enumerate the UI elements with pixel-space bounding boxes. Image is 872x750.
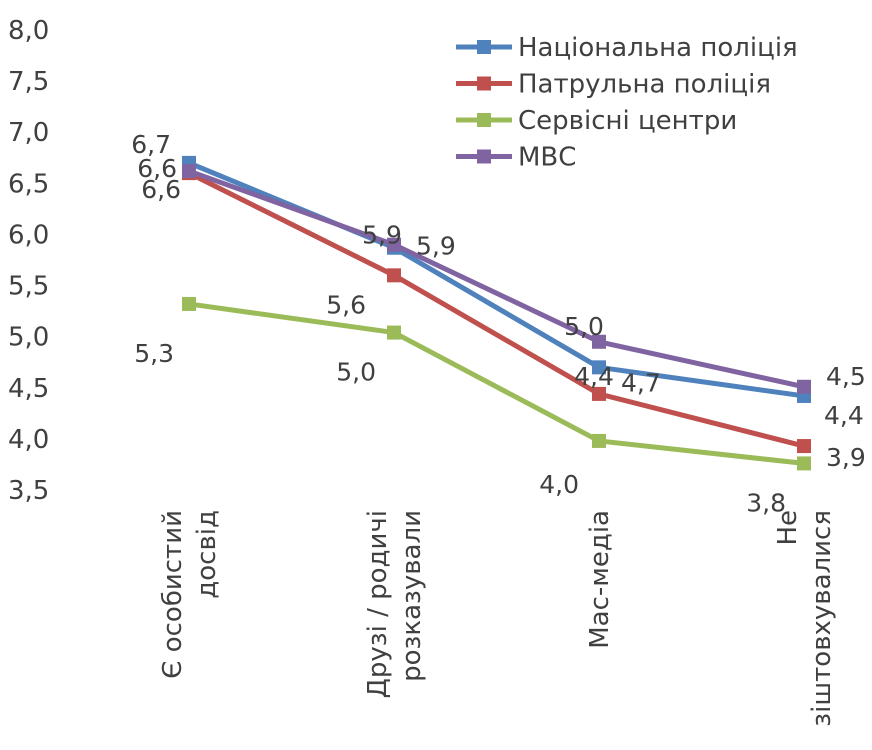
data-point	[592, 360, 606, 375]
series-lines	[182, 155, 811, 471]
data-point	[592, 334, 606, 349]
data-label: 4,7	[621, 368, 661, 397]
x-category-label: Не зіштовхувалися	[773, 510, 837, 727]
legend: Національна поліція Патрульна поліція Серв…	[456, 33, 798, 173]
y-tick-label: 4,5	[8, 374, 49, 404]
data-point	[387, 237, 401, 252]
y-tick-label: 8,0	[8, 16, 49, 46]
data-label: 5,9	[362, 221, 402, 250]
y-tick-label: 6,0	[8, 220, 49, 250]
data-point	[797, 379, 811, 394]
x-category-label-line: зіштовхувалися	[807, 510, 837, 727]
y-tick-label: 6,5	[8, 169, 49, 199]
x-category-label-line: розказували	[397, 510, 427, 682]
x-category-label: Є особистий досвід	[158, 510, 222, 679]
data-point	[182, 164, 196, 179]
data-label: 5,6	[326, 290, 366, 319]
data-labels: 6,75,94,74,46,65,64,43,95,35,04,03,86,65…	[131, 130, 866, 518]
legend-label: МВС	[518, 143, 576, 173]
y-tick-label: 7,5	[8, 67, 49, 97]
data-label: 4,4	[824, 401, 864, 430]
x-category-label-line: Друзі / родичі	[363, 510, 393, 698]
y-axis: 8,0 7,5 7,0 6,5 6,0 5,5 5,0 4,5 4,0 3,5	[8, 16, 49, 506]
y-tick-label: 3,5	[8, 476, 49, 506]
y-tick-label: 4,0	[8, 425, 49, 455]
data-label: 4,5	[826, 362, 866, 391]
data-label: 6,6	[137, 154, 177, 183]
legend-label: Патрульна поліція	[518, 70, 771, 100]
legend-item: МВС	[456, 143, 576, 173]
data-point	[592, 386, 606, 401]
data-label: 3,8	[746, 488, 786, 517]
data-label: 5,3	[134, 339, 174, 368]
data-point	[797, 456, 811, 471]
x-category-label-line: Є особистий	[158, 510, 188, 679]
y-tick-label: 5,0	[8, 323, 49, 353]
legend-marker	[477, 149, 491, 164]
data-point	[182, 296, 196, 311]
data-point	[797, 439, 811, 454]
legend-marker	[477, 113, 491, 127]
data-label: 4,0	[539, 470, 579, 499]
x-category-label-line: Мас-медіа	[585, 510, 615, 649]
x-category-label: Друзі / родичі розказували	[363, 510, 427, 698]
data-label: 5,0	[564, 312, 604, 341]
y-tick-label: 7,0	[8, 118, 49, 148]
x-category-label: Мас-медіа	[585, 510, 615, 649]
legend-item: Національна поліція	[456, 33, 798, 63]
y-tick-label: 5,5	[8, 272, 49, 302]
legend-label: Сервісні центри	[518, 106, 737, 136]
data-label: 4,4	[574, 362, 614, 391]
data-label: 3,9	[826, 443, 866, 472]
legend-marker	[477, 40, 491, 54]
legend-item: Сервісні центри	[456, 106, 737, 136]
x-axis: Є особистий досвід Друзі / родичі розказува…	[158, 510, 837, 727]
series-line	[186, 301, 807, 466]
series-line	[186, 170, 807, 449]
series-line	[186, 168, 807, 390]
legend-item: Патрульна поліція	[456, 70, 771, 100]
data-point	[592, 433, 606, 448]
data-point	[387, 268, 401, 283]
x-category-label-line: досвід	[192, 510, 222, 599]
legend-marker	[477, 76, 491, 91]
x-category-label-line: Не	[773, 510, 803, 546]
data-label: 6,6	[141, 175, 181, 204]
data-label: 6,7	[131, 130, 171, 159]
series-line	[186, 160, 807, 399]
data-point	[387, 325, 401, 340]
legend-label: Національна поліція	[518, 33, 798, 63]
data-label: 5,9	[416, 232, 456, 261]
data-label: 5,0	[336, 358, 376, 387]
